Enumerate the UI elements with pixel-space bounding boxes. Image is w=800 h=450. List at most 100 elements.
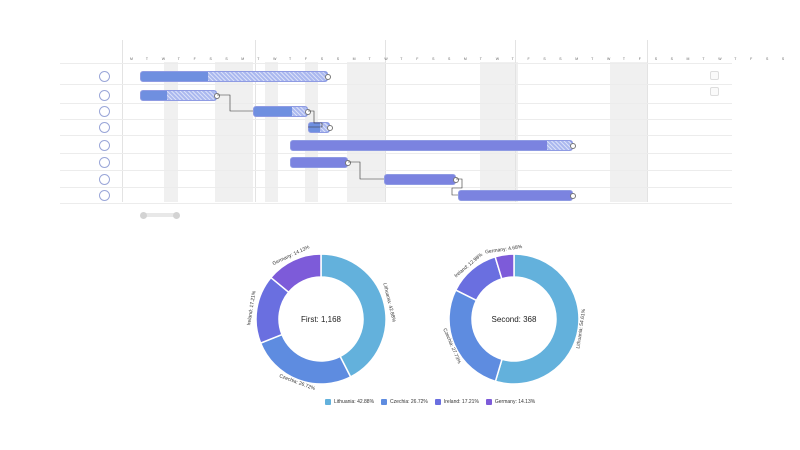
legend-item[interactable]: Ireland: 17.21% [434,399,479,405]
scroll-track[interactable] [142,213,178,217]
row-divider [60,187,732,188]
day-letter: T [289,57,292,61]
day-letter: S [670,57,673,61]
legend-label: Ireland: 17.21% [443,399,479,405]
day-letter: S [432,57,435,61]
day-letter: M [686,57,690,61]
day-letter: S [336,57,340,61]
scroll-handle-left[interactable] [140,211,147,219]
dependency-links [217,94,463,196]
chart-legend: Lithuania: 42.88% Czechia: 26.72% Ireland:… [325,399,535,405]
donut-slice-germany[interactable] [494,253,515,280]
day-letter: S [559,57,562,61]
day-letter: F [193,57,196,61]
row-divider [60,103,732,104]
day-letter: T [400,57,403,61]
day-letter: T [145,57,149,61]
donut-slice-czechia[interactable] [448,289,503,383]
bar-end-handle[interactable] [453,176,459,183]
day-letter: F [638,57,641,61]
weekend-column [610,62,648,202]
donut-slice-germany[interactable] [269,253,322,294]
collapse-button[interactable] [710,87,719,96]
day-letter: T [622,57,626,61]
day-letter: T [702,57,705,61]
legend-swatch [381,399,388,405]
day-letter: W [495,57,499,61]
donut-center-label: First: 1,168 [301,315,342,324]
day-letter: S [209,57,212,61]
progress-circle[interactable] [99,90,110,101]
day-letter: S [781,57,785,61]
remaining-progress [546,141,572,150]
day-letter: M [352,57,356,61]
weekend-column [480,62,518,202]
progress-circle[interactable] [99,157,110,168]
day-letter: T [591,57,594,61]
bar-end-handle[interactable] [214,92,220,99]
day-letter: S [448,57,451,61]
legend-item[interactable]: Germany: 14.13% [485,399,536,405]
bar-end-handle[interactable] [305,108,311,115]
day-letter: T [257,57,260,61]
donut-slice-lithuania[interactable] [320,253,387,378]
legend-swatch [434,399,441,405]
day-letter: F [527,57,530,61]
bar-end-handle[interactable] [570,192,576,199]
day-letter: T [368,57,371,61]
legend-label: Czechia: 26.72% [390,399,428,405]
bar-end-handle[interactable] [325,73,331,80]
day-letter: W [273,57,277,61]
slice-label: Lithuania: 54.61% [575,308,587,349]
scroll-handle-right[interactable] [173,211,180,219]
day-letter: F [304,57,308,61]
day-letter: T [479,57,482,61]
day-letter: S [320,57,324,61]
day-letter: T [734,57,737,61]
remaining-progress [167,91,216,100]
day-letter: M [241,57,245,61]
donut-slice-czechia[interactable] [259,333,352,385]
remaining-progress [292,107,307,116]
expand-button[interactable] [710,71,719,80]
bar-end-handle[interactable] [327,124,333,131]
day-letter: F [750,57,753,61]
legend-item[interactable]: Lithuania: 42.88% [325,399,374,405]
day-letter: S [766,57,769,61]
day-letter: S [543,57,546,61]
progress-circle[interactable] [99,174,110,185]
progress-circle[interactable] [99,71,110,82]
progress-circle[interactable] [99,140,110,151]
row-divider [60,135,732,136]
slice-label: Ireland: 17.21% [246,290,257,326]
day-letter: M [575,57,579,61]
remaining-progress [207,72,327,81]
donut-slice-ireland[interactable] [454,255,503,302]
bar-end-handle[interactable] [345,159,351,166]
row-divider [60,84,732,85]
progress-circle[interactable] [99,106,110,117]
dependency-arrow [217,94,253,112]
week-separator [647,40,648,202]
progress-circle[interactable] [99,190,110,201]
donut-slice-lithuania[interactable] [494,253,580,385]
week-separator [385,40,386,202]
legend-swatch [325,399,331,405]
row-divider [60,170,732,171]
row-divider [60,153,732,154]
progress-circle[interactable] [99,122,110,133]
day-letter: W [384,57,388,61]
day-letter: S [654,57,658,61]
header-divider [60,63,732,64]
legend-label: Germany: 14.13% [494,399,536,405]
weekend-column [347,62,385,202]
weekend-column [215,62,253,202]
week-separator [255,40,256,202]
scrollbar[interactable] [140,211,180,219]
legend-item[interactable]: Czechia: 26.72% [381,399,428,405]
week-separator [515,40,516,202]
bar-end-handle[interactable] [570,142,576,149]
